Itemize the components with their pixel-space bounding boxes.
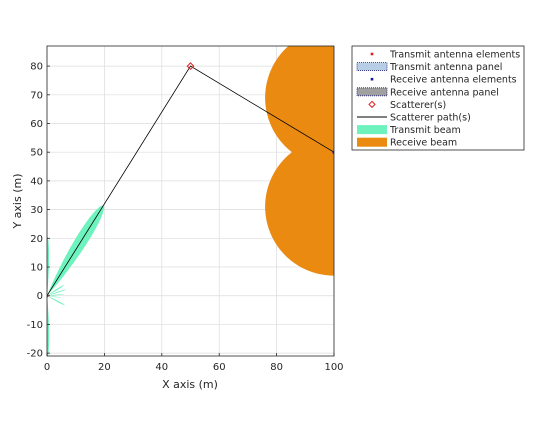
scatterer-path-line [47, 65, 334, 296]
x-tick-label: 80 [270, 362, 283, 373]
legend-dot-icon [370, 77, 374, 81]
y-tick-label: 70 [30, 90, 43, 101]
legend-label: Scatterer(s) [390, 100, 446, 111]
y-tick-label: 10 [30, 263, 43, 274]
legend-label: Receive antenna elements [390, 75, 517, 86]
y-tick-label: -20 [27, 349, 43, 360]
x-axis-label: X axis (m) [162, 378, 218, 391]
transmit-beam-lobe [47, 285, 65, 296]
transmit-beam-lobe [47, 295, 62, 298]
y-tick-label: 0 [37, 291, 43, 302]
legend-label: Transmit antenna elements [389, 50, 520, 61]
y-tick-label: 40 [30, 176, 43, 187]
y-tick-label: 50 [30, 148, 43, 159]
legend-label: Scatterer path(s) [390, 113, 471, 124]
legend-label: Transmit antenna panel [389, 62, 502, 73]
y-tick-label: 20 [30, 234, 43, 245]
y-axis-label: Y axis (m) [11, 173, 24, 229]
x-tick-label: 40 [155, 362, 168, 373]
axes-box [46, 45, 335, 357]
x-tick-label: 0 [44, 362, 50, 373]
legend-label: Receive antenna panel [390, 87, 499, 98]
scatterer-marker [186, 62, 195, 70]
plot-area [47, 46, 334, 356]
y-tick-label: 80 [30, 62, 43, 73]
transmit-beam-lobe [47, 295, 50, 356]
receive-beam-lobe [265, 46, 334, 167]
axis-ticks: 0 20 40 60 80 100 -20 -10 0 10 20 30 40 50 60 70 80 [27, 62, 344, 373]
legend-patch-icon [357, 125, 387, 135]
legend-diamond-icon [368, 100, 376, 109]
legend-panel-icon [356, 87, 388, 97]
transmit-beam-lobe [47, 295, 65, 306]
y-tick-label: -10 [27, 320, 43, 331]
legend-patch-icon [357, 137, 387, 147]
legend-label: Receive beam [390, 138, 457, 149]
transmit-beam-lobe [47, 294, 65, 296]
legend-dot-icon [370, 52, 374, 56]
transmit-beam-lobe [47, 235, 50, 296]
x-tick-label: 20 [98, 362, 111, 373]
y-tick-label: 30 [30, 205, 43, 216]
x-tick-label: 100 [324, 362, 343, 373]
x-tick-label: 60 [213, 362, 226, 373]
legend-panel-icon [356, 62, 388, 71]
receive-beam-lobe [265, 137, 334, 276]
legend-label: Transmit beam [389, 125, 461, 136]
transmit-beam-lobe [47, 289, 67, 296]
y-tick-label: 60 [30, 119, 43, 130]
